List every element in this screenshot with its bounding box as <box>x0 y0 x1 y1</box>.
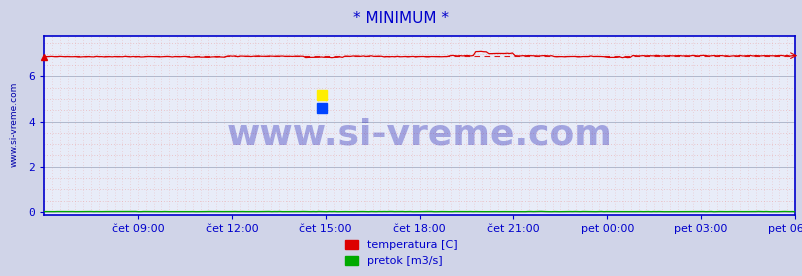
Text: * MINIMUM *: * MINIMUM * <box>353 11 449 26</box>
Legend: temperatura [C], pretok [m3/s]: temperatura [C], pretok [m3/s] <box>340 235 462 270</box>
Text: www.si-vreme.com: www.si-vreme.com <box>10 81 18 167</box>
Text: www.si-vreme.com: www.si-vreme.com <box>226 118 612 152</box>
